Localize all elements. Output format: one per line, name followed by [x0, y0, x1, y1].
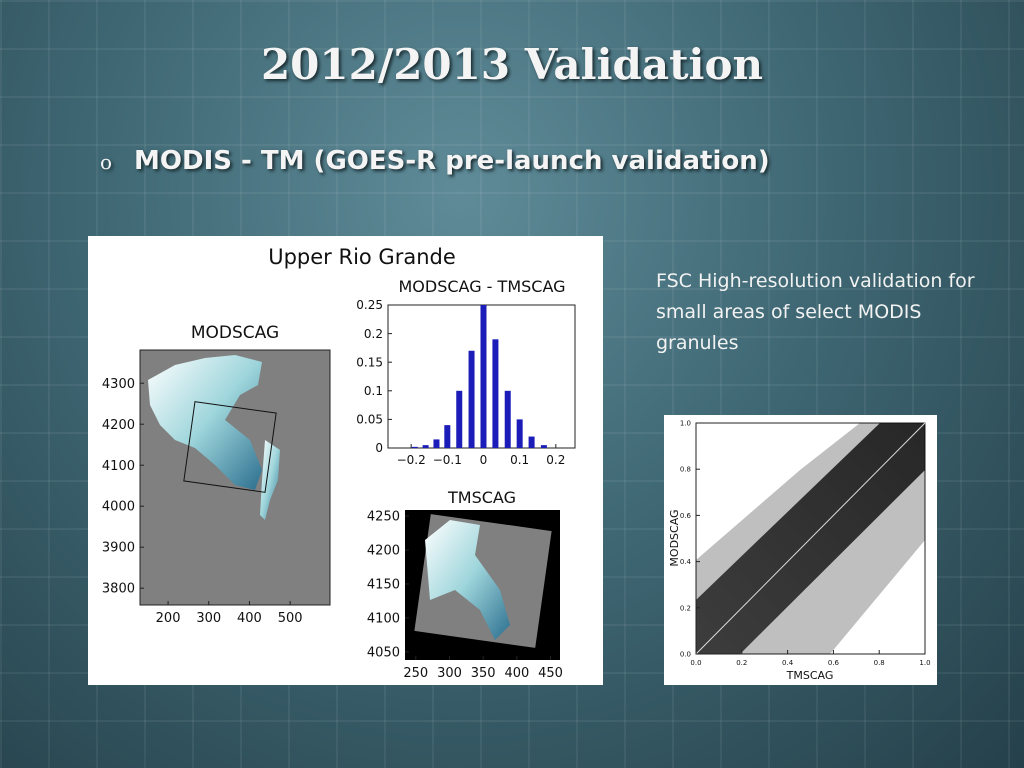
study-box [183, 401, 277, 493]
x-tick-label: 400 [504, 666, 529, 681]
y-tick-label: 0.05 [356, 413, 383, 427]
bar [468, 350, 475, 448]
x-tick-label: 350 [471, 666, 496, 681]
snow-cover [425, 520, 510, 640]
y-tick-label: 4250 [367, 510, 400, 525]
bullet-marker: o [100, 150, 113, 174]
y-tick-label: 1.0 [680, 419, 691, 427]
x-tick-label: −0.2 [397, 453, 426, 467]
tm-map-title: TMSCAG [447, 488, 516, 507]
bar [444, 425, 451, 448]
y-tick-label: 4300 [102, 377, 135, 392]
y-tick-label: 0.2 [680, 604, 691, 612]
x-tick-label: 0.4 [782, 659, 794, 667]
y-tick-label: 3900 [102, 541, 135, 556]
map-title: MODSCAG [191, 323, 279, 343]
y-tick-label: 0.1 [364, 384, 383, 398]
bullet-text: MODIS - TM (GOES-R pre-launch validation… [134, 146, 770, 176]
histogram-title: MODSCAG - TMSCAG [398, 277, 565, 296]
x-tick-label: 300 [196, 611, 221, 626]
x-tick-label: 0 [480, 453, 488, 467]
y-tick-label: 0.0 [680, 650, 691, 658]
x-tick-label: 0.8 [874, 659, 885, 667]
bar [456, 390, 463, 448]
x-tick-label: 450 [538, 666, 563, 681]
y-tick-label: 0.15 [356, 355, 383, 369]
x-tick-label: 500 [278, 611, 303, 626]
x-tick-label: −0.1 [433, 453, 462, 467]
x-tick-label: 250 [403, 666, 428, 681]
y-tick-label: 4200 [102, 418, 135, 433]
x-tick-label: 300 [437, 666, 462, 681]
figure-title: Upper Rio Grande [268, 245, 456, 269]
x-tick-label: 1.0 [919, 659, 930, 667]
y-tick-label: 4100 [102, 459, 135, 474]
y-tick-label: 4100 [367, 611, 400, 626]
y-tick-label: 3800 [102, 582, 135, 597]
y-tick-label: 4150 [367, 578, 400, 593]
bar [516, 419, 523, 448]
y-tick-label: 0.8 [680, 466, 691, 474]
y-tick-label: 0.6 [680, 512, 692, 520]
y-tick-label: 4000 [102, 500, 135, 515]
x-tick-label: 0.1 [510, 453, 529, 467]
bar [492, 339, 499, 448]
x-tick-label: 200 [156, 611, 181, 626]
y-tick-label: 0.2 [364, 327, 383, 341]
x-tick-label: 0.2 [546, 453, 565, 467]
slide-title: 2012/2013 Validation [260, 40, 764, 89]
y-tick-label: 4050 [367, 645, 400, 660]
y-tick-label: 0.4 [680, 558, 692, 566]
snow-cover [148, 355, 262, 490]
x-tick-label: 0.2 [736, 659, 747, 667]
bar [411, 446, 418, 448]
scatter-x-label: TMSCAG [786, 669, 834, 682]
one-to-one-line [695, 422, 926, 655]
bar [540, 445, 547, 448]
x-tick-label: 0.0 [690, 659, 701, 667]
bar [433, 439, 440, 448]
x-tick-label: 0.6 [828, 659, 840, 667]
bullet: o MODIS - TM (GOES-R pre-launch validatio… [100, 146, 770, 176]
caption: FSC High-resolution validation for small… [656, 270, 975, 354]
y-tick-label: 0.25 [356, 298, 383, 312]
y-tick-label: 0 [375, 441, 383, 455]
snow-cover [260, 440, 280, 520]
bar [528, 436, 535, 448]
bar [480, 305, 487, 448]
scatter-y-label: MODSCAG [668, 509, 681, 566]
y-tick-label: 4200 [367, 544, 400, 559]
bar [422, 445, 429, 448]
x-tick-label: 400 [237, 611, 262, 626]
bar [504, 390, 511, 448]
